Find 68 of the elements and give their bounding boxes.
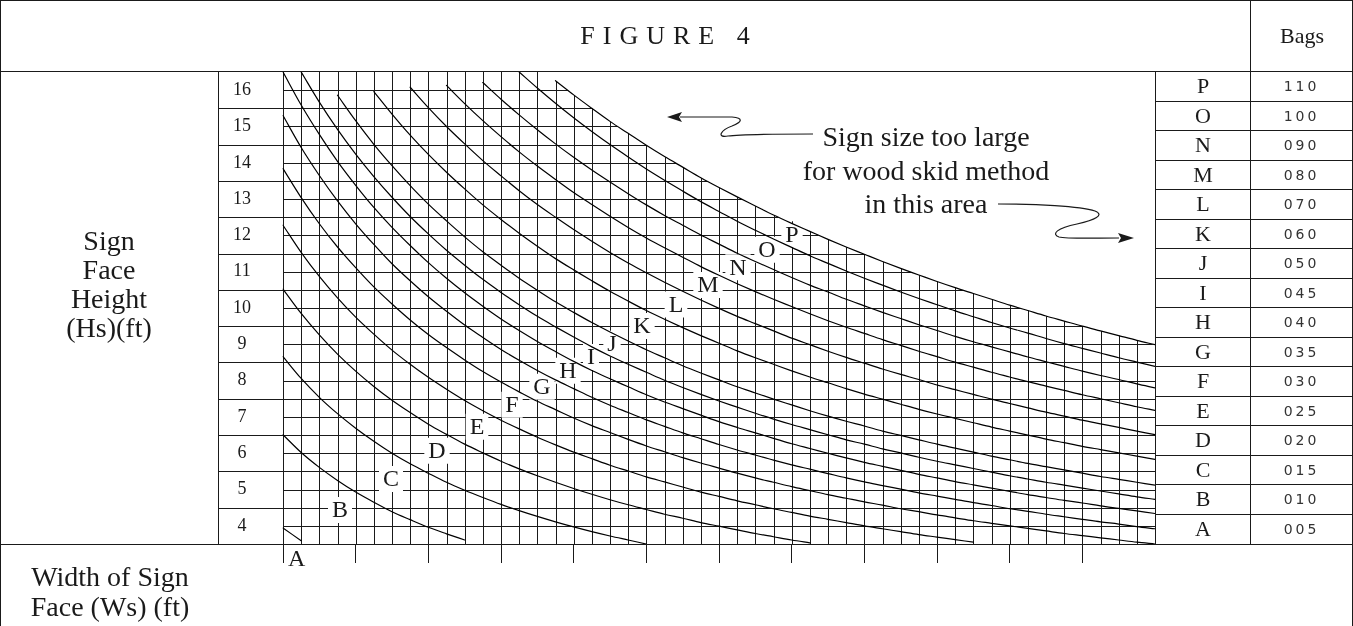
category-label: C: [1195, 456, 1211, 482]
category-label: O: [1195, 102, 1211, 128]
category-label: B: [1195, 486, 1211, 512]
y-tick-label: 6: [237, 441, 247, 462]
series-label: O: [758, 236, 776, 263]
data-label: 040: [1283, 314, 1320, 331]
data-label: 060: [1283, 225, 1320, 242]
series-label: H: [559, 357, 577, 384]
series-label: P: [785, 220, 799, 247]
y-tick-label: 14: [233, 151, 251, 172]
category-label: J: [1198, 250, 1208, 276]
category-label: G: [1195, 338, 1211, 364]
series-label: G: [533, 372, 551, 399]
y-tick-label: 5: [237, 478, 247, 499]
series-label: L: [668, 290, 684, 317]
y-tick-label: 16: [233, 78, 251, 99]
text: Bags: [1280, 22, 1324, 49]
data-label: 030: [1283, 373, 1320, 390]
data-label: 070: [1283, 196, 1320, 213]
category-label: N: [1195, 132, 1211, 158]
y-tick-label: 13: [233, 187, 251, 208]
annotation: Sign size too large: [822, 121, 1030, 152]
y-tick-label: 4: [237, 514, 247, 535]
y-tick-label: 8: [237, 369, 247, 390]
series-label: A: [287, 545, 306, 572]
series-label: I: [587, 343, 595, 370]
data-label: 110: [1283, 78, 1320, 95]
data-label: 100: [1283, 107, 1320, 124]
series-label: N: [729, 253, 747, 280]
series-label: C: [382, 465, 400, 492]
x-axis-title: Width of Sign Face (Ws) (ft): [29, 561, 191, 622]
category-label: I: [1199, 279, 1207, 305]
y-tick-label: 15: [233, 115, 251, 136]
y-tick-label: 9: [237, 333, 247, 354]
series-label: K: [633, 312, 652, 339]
data-label: 045: [1283, 284, 1320, 301]
chart-title: FIGURE 4: [580, 20, 758, 51]
category-label: K: [1195, 220, 1211, 246]
y-tick-label: 11: [233, 260, 251, 281]
series-label: M: [697, 271, 719, 298]
category-label: F: [1196, 368, 1210, 394]
data-label: 035: [1283, 343, 1320, 360]
data-label: 015: [1283, 461, 1320, 478]
series-label: D: [428, 437, 446, 464]
category-label: L: [1196, 191, 1210, 217]
series-label: B: [331, 496, 349, 523]
data-label: 050: [1283, 255, 1320, 272]
category-label: P: [1196, 73, 1210, 99]
data-label: 090: [1283, 137, 1320, 154]
data-label: 020: [1283, 432, 1320, 449]
y-tick-label: 10: [233, 296, 251, 317]
series-label: F: [505, 391, 519, 418]
category-label: E: [1196, 397, 1210, 423]
y-tick-label: 7: [237, 405, 247, 426]
y-axis-title: Sign Face Height (Hs)(ft): [65, 225, 153, 343]
series-label: J: [607, 330, 617, 357]
data-label: 010: [1283, 491, 1320, 508]
annotation: in this area: [864, 188, 988, 219]
category-label: M: [1193, 161, 1213, 187]
data-label: 025: [1283, 402, 1320, 419]
series-label: E: [469, 412, 485, 439]
category-label: D: [1195, 427, 1211, 453]
data-label: 005: [1283, 521, 1320, 538]
category-label: H: [1195, 309, 1211, 335]
annotation: for wood skid method: [802, 154, 1050, 186]
y-tick-label: 12: [233, 224, 251, 245]
data-label: 080: [1283, 166, 1320, 183]
category-label: A: [1195, 516, 1211, 542]
